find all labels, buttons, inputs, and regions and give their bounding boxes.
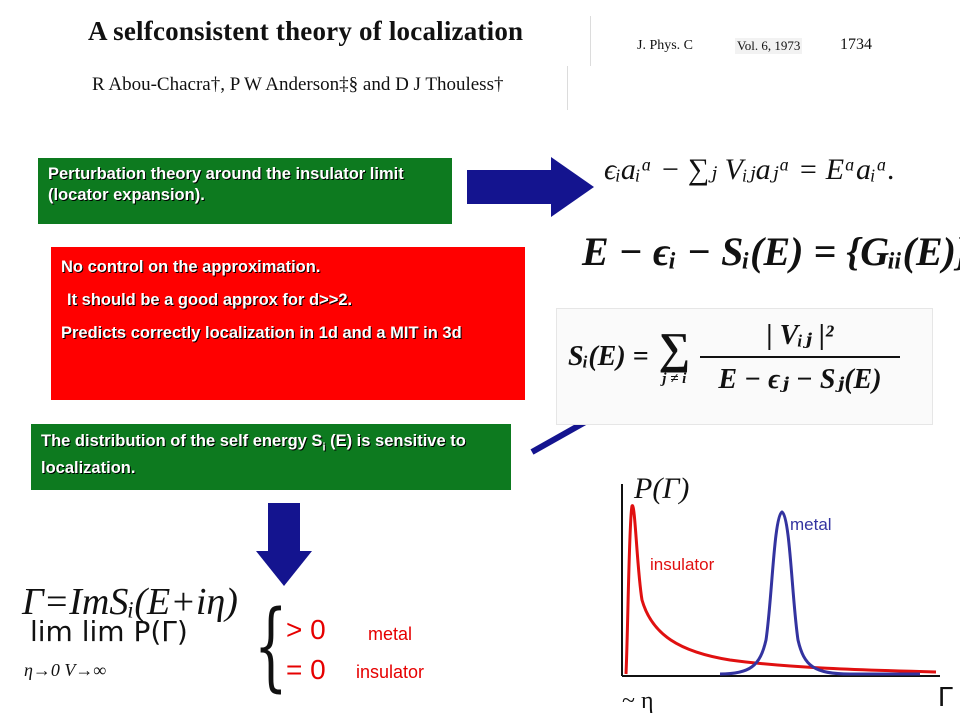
eta-annotation: ~ η (622, 688, 654, 714)
series-metal-line (719, 510, 920, 676)
paper-journal: J. Phys. C (637, 38, 694, 53)
gamma-definition: Γ=ImSᵢ(E+iη) (22, 581, 238, 623)
limit-subscripts: η→0 V→∞ (24, 660, 107, 680)
eq2-lhs: E − ϵᵢ − Sᵢ(E) = (582, 229, 847, 274)
series-insulator-line (624, 504, 937, 675)
equation-self-energy: Sᵢ(E) = ∑ j ≠ i | Vᵢⱼ |² E − ϵⱼ − Sⱼ(E) (568, 318, 900, 396)
paper-authors: R Abou-Chacra†, P W Anderson‡§ and D J T… (92, 74, 504, 95)
header-divider (567, 66, 568, 110)
eq3-numerator: | Vᵢⱼ |² (766, 320, 834, 351)
perturbation-text: Perturbation theory around the insulator… (48, 165, 404, 204)
equals-zero: = 0 (286, 654, 326, 685)
perturbation-box: Perturbation theory around the insulator… (38, 158, 452, 224)
eq3-sum-icon: ∑ (658, 323, 690, 373)
right-arrow-icon (467, 157, 594, 217)
paper-page: 1734 (840, 36, 872, 53)
distribution-text-post: (E) is sensitive to localization. (41, 432, 466, 478)
no-control-line-2: It should be a good approx for d>>2. (67, 291, 353, 309)
metal-case-label: metal (368, 624, 413, 644)
eq3-lhs: Sᵢ(E) = (568, 341, 649, 372)
distribution-chart: P(Γ) Γ ~ η insulator metal (621, 472, 953, 714)
series-metal-label: metal (790, 515, 832, 534)
no-control-line-3: Predicts correctly localization in 1d an… (61, 324, 462, 342)
limit-expression: lim lim P(Γ) (30, 615, 188, 648)
no-control-line-1: No control on the approximation. (61, 258, 321, 276)
left-brace-icon: { (254, 590, 288, 702)
equation-greens-function: E − ϵᵢ − Sᵢ(E) = {Gᵢᵢ(E)}⁻¹ (582, 228, 960, 275)
eq3-sum-index: j ≠ i (662, 370, 687, 387)
y-axis-label: P(Γ) (633, 472, 689, 505)
no-control-box: No control on the approximation. It shou… (51, 247, 525, 400)
eq3-denominator: E − ϵⱼ − Sⱼ(E) (718, 364, 882, 395)
distribution-subscript: i (322, 441, 326, 454)
fraction-bar (699, 356, 900, 358)
eq2-rhs: {Gᵢᵢ(E)}⁻¹ (846, 229, 960, 274)
x-axis-label: Γ (938, 681, 953, 712)
self-energy-panel (556, 308, 933, 425)
paper-volume: Vol. 6, 1973 (735, 38, 803, 54)
distribution-box: The distribution of the self energy Si (… (31, 424, 511, 490)
series-insulator-label: insulator (650, 555, 715, 574)
header-divider (590, 16, 591, 66)
insulator-case-label: insulator (356, 662, 425, 682)
greater-than-zero: > 0 (286, 614, 326, 645)
equation-locator: ϵᵢaᵢᵅ − ∑ⱼ Vᵢⱼaⱼᵅ = Eᵅaᵢᵅ. (604, 153, 896, 186)
distribution-text-pre: The distribution of the self energy S (41, 432, 323, 450)
down-arrow-icon (256, 503, 312, 586)
paper-title: A selfconsistent theory of localization (88, 16, 524, 46)
